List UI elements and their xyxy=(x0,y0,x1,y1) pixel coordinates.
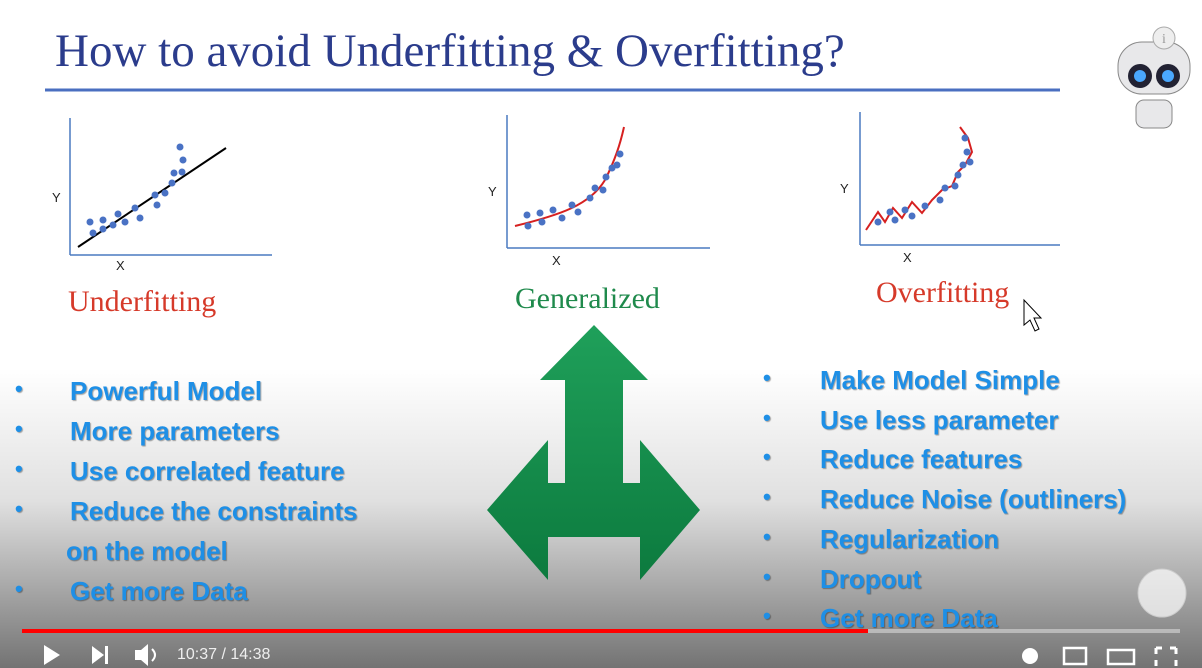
theater-button[interactable] xyxy=(1106,648,1136,666)
time-display: 10:37 / 14:38 xyxy=(177,646,271,663)
bullet-dot: • xyxy=(15,416,23,441)
bullet-dot: • xyxy=(15,496,23,521)
bullet-dot: • xyxy=(763,603,771,629)
plot-caption: Underfitting xyxy=(68,285,217,318)
x-axis-label: X xyxy=(552,253,561,268)
bullet-dot: • xyxy=(763,404,771,430)
y-axis-label: Y xyxy=(52,190,61,205)
miniplayer-button[interactable] xyxy=(1062,646,1088,666)
y-axis-label: Y xyxy=(840,181,849,196)
bullet-dot: • xyxy=(15,376,23,401)
x-axis-label: X xyxy=(116,258,125,273)
bullet-text: Reduce features xyxy=(820,444,1023,475)
plot-caption: Overfitting xyxy=(876,276,1010,309)
bullet-dot: • xyxy=(763,365,771,390)
svg-text:i: i xyxy=(1162,32,1166,47)
bullet-text: Get more Data xyxy=(820,603,998,634)
bullet-text: More parameters xyxy=(70,416,280,446)
bullet-dot: • xyxy=(763,563,771,589)
bullet-dot: • xyxy=(763,523,771,549)
y-axis-label: Y xyxy=(488,184,497,199)
green-arrow xyxy=(487,325,700,580)
bullet-text: Regularization xyxy=(820,523,1000,554)
bullet-text: Get more Data xyxy=(70,576,248,606)
volume-button[interactable] xyxy=(135,644,156,666)
plot-overfitting xyxy=(859,112,1060,246)
next-button[interactable] xyxy=(92,646,108,664)
plot-caption: Generalized xyxy=(515,282,660,315)
bullet-text: Use correlated feature xyxy=(70,456,345,486)
channel-badge xyxy=(1137,568,1187,618)
plot-underfitting xyxy=(69,118,272,256)
fullscreen-button[interactable] xyxy=(1154,646,1178,666)
bullet-dot: • xyxy=(763,484,771,510)
mouse-cursor xyxy=(1023,298,1043,332)
bullet-text: Make Model Simple xyxy=(820,365,1060,395)
bullet-dot: • xyxy=(763,444,771,470)
bullet-dot: • xyxy=(15,456,23,481)
bullet-dot: • xyxy=(15,576,23,601)
robot-logo: i xyxy=(1117,26,1191,129)
bullet-text: Dropout xyxy=(820,563,922,594)
plot-generalized xyxy=(506,115,710,249)
slide-title: How to avoid Underfitting & Overfitting? xyxy=(55,25,845,77)
settings-button[interactable] xyxy=(1022,648,1038,664)
bullet-text: Reduce Noise (outliners) xyxy=(820,484,1127,515)
x-axis-label: X xyxy=(903,250,912,265)
play-button[interactable] xyxy=(44,645,60,665)
bullet-text: Reduce the constraints xyxy=(70,496,358,526)
bullet-text: Use less parameter xyxy=(820,404,1059,435)
bullet-text: Powerful Model xyxy=(70,376,263,406)
bullet-text: on the model xyxy=(66,536,228,566)
